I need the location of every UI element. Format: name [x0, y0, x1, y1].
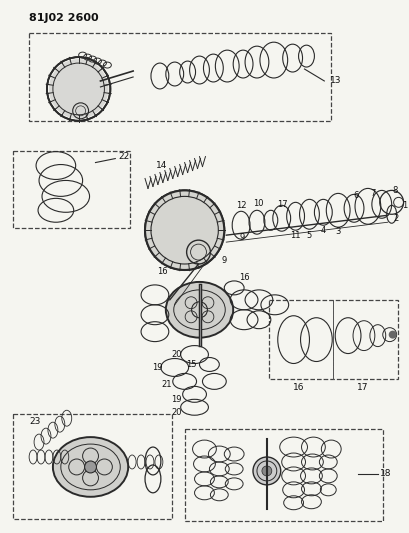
Circle shape [389, 330, 397, 338]
Circle shape [262, 466, 272, 476]
Bar [13, 414, 172, 519]
Text: 4: 4 [321, 225, 326, 235]
Text: 7: 7 [370, 189, 375, 198]
Bar [29, 33, 331, 121]
Text: 16: 16 [157, 268, 168, 277]
Text: 17: 17 [277, 200, 288, 209]
Text: 6: 6 [353, 191, 359, 200]
Bar [13, 151, 130, 228]
Text: 22: 22 [119, 152, 130, 161]
Ellipse shape [166, 282, 233, 337]
Text: 5: 5 [307, 231, 312, 240]
Text: 20: 20 [171, 350, 182, 359]
Text: 23: 23 [29, 417, 40, 426]
Text: 18: 18 [380, 470, 391, 479]
Ellipse shape [53, 437, 128, 497]
Ellipse shape [49, 59, 108, 119]
Text: 21: 21 [162, 380, 172, 389]
Text: 16: 16 [239, 273, 249, 282]
Text: 9: 9 [240, 232, 245, 241]
Text: 15: 15 [187, 360, 197, 369]
Text: 9: 9 [222, 255, 227, 264]
Text: 10: 10 [253, 199, 263, 208]
Text: 3: 3 [335, 227, 341, 236]
Circle shape [253, 457, 281, 485]
Circle shape [85, 461, 97, 473]
Text: 20: 20 [171, 408, 182, 417]
Text: 17: 17 [357, 383, 369, 392]
Text: 11: 11 [290, 231, 301, 240]
Text: 8: 8 [392, 186, 397, 195]
Text: 12: 12 [236, 201, 246, 210]
Text: 19: 19 [171, 395, 182, 404]
Text: 19: 19 [152, 363, 162, 372]
Text: 16: 16 [293, 383, 304, 392]
Ellipse shape [145, 190, 224, 270]
Text: 13: 13 [330, 76, 341, 85]
Text: 14: 14 [156, 161, 168, 170]
Text: 2: 2 [393, 214, 398, 223]
Text: 81J02 2600: 81J02 2600 [29, 13, 99, 23]
Bar [184, 429, 383, 521]
Bar [269, 300, 398, 379]
Text: 1: 1 [402, 201, 407, 210]
